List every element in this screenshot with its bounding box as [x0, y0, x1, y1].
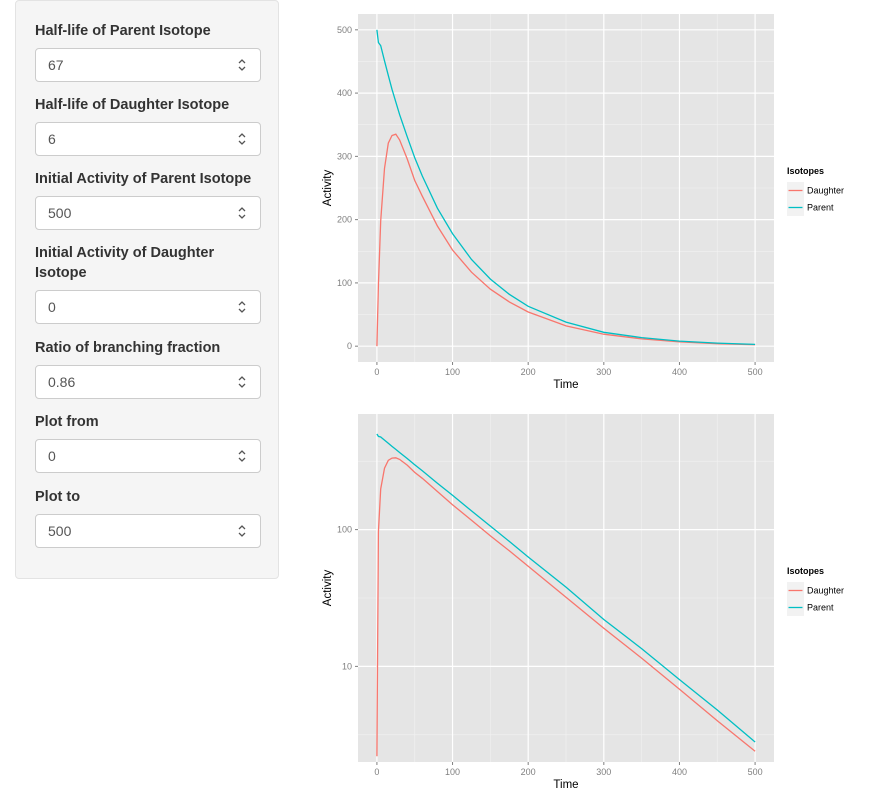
field-plot-to: Plot to 500: [35, 487, 261, 548]
x-tick-label: 500: [748, 767, 763, 777]
legend: Isotopes Daughter Parent: [787, 566, 844, 616]
x-tick-label: 300: [596, 767, 611, 777]
legend-label: Parent: [807, 203, 834, 213]
input-value: 500: [48, 205, 72, 221]
legend-label: Daughter: [807, 586, 844, 596]
field-label: Initial Activity of Daughter Isotope: [35, 245, 215, 281]
x-axis-label: Time: [553, 379, 578, 391]
x-tick-label: 300: [596, 367, 611, 377]
x-tick-label: 400: [672, 767, 687, 777]
x-tick-label: 200: [521, 367, 536, 377]
x-tick-label: 400: [672, 367, 687, 377]
field-parent-initial-activity: Initial Activity of Parent Isotope 500: [35, 169, 261, 230]
spinner-icon[interactable]: [238, 375, 246, 389]
series-line-parent: [376, 433, 756, 743]
field-plot-from: Plot from 0: [35, 412, 261, 473]
input-value: 67: [48, 57, 64, 73]
y-axis-label: Activity: [322, 170, 334, 207]
plots-area: 0 100 200 300 400 500 0 100 200 300 400 500 Time Acti…: [300, 0, 889, 800]
series-line-daughter: [376, 133, 756, 347]
spinner-icon[interactable]: [238, 132, 246, 146]
legend-label: Daughter: [807, 186, 844, 196]
input-value: 6: [48, 131, 56, 147]
series-line-daughter: [376, 457, 756, 757]
y-tick-label: 0: [347, 341, 352, 351]
spinner-icon[interactable]: [238, 300, 246, 314]
legend-title: Isotopes: [787, 566, 824, 576]
plot-to-input[interactable]: 500: [35, 514, 261, 548]
y-tick-label: 100: [337, 525, 352, 535]
y-tick-label: 200: [337, 215, 352, 225]
x-tick-label: 500: [748, 367, 763, 377]
input-value: 500: [48, 523, 72, 539]
spinner-icon[interactable]: [238, 206, 246, 220]
legend: Isotopes Daughter Parent: [787, 166, 844, 216]
field-daughter-initial-activity: Initial Activity of Daughter Isotope 0: [35, 243, 261, 324]
field-label: Plot to: [35, 489, 81, 505]
y-tick-label: 10: [342, 661, 352, 671]
legend-label: Parent: [807, 603, 834, 613]
input-value: 0: [48, 299, 56, 315]
x-tick-label: 100: [445, 367, 460, 377]
field-label: Half-life of Parent Isotope: [35, 23, 211, 39]
y-tick-label: 400: [337, 88, 352, 98]
x-tick-label: 200: [521, 767, 536, 777]
x-tick-label: 0: [374, 367, 379, 377]
daughter-initial-activity-input[interactable]: 0: [35, 290, 261, 324]
parent-half-life-input[interactable]: 67: [35, 48, 261, 82]
field-label: Half-life of Daughter Isotope: [35, 97, 230, 113]
x-tick-label: 100: [445, 767, 460, 777]
spinner-icon[interactable]: [238, 58, 246, 72]
branching-ratio-input[interactable]: 0.86: [35, 365, 261, 399]
series-line-parent: [376, 29, 756, 346]
y-axis-label: Activity: [322, 570, 334, 607]
field-daughter-half-life: Half-life of Daughter Isotope 6: [35, 95, 261, 156]
input-value: 0.86: [48, 374, 76, 390]
y-tick-label: 500: [337, 25, 352, 35]
log-activity-chart: 0 100 200 300 400 500 10 100 Time Activity Isotope…: [322, 414, 844, 791]
linear-activity-chart: 0 100 200 300 400 500 0 100 200 300 400 500 Time Acti…: [322, 14, 844, 391]
spinner-icon[interactable]: [238, 524, 246, 538]
input-panel: Half-life of Parent Isotope 67 Half-life…: [15, 0, 279, 579]
parent-initial-activity-input[interactable]: 500: [35, 196, 261, 230]
field-parent-half-life: Half-life of Parent Isotope 67: [35, 21, 261, 82]
y-tick-label: 100: [337, 278, 352, 288]
x-axis-label: Time: [553, 779, 578, 791]
legend-title: Isotopes: [787, 166, 824, 176]
field-label: Initial Activity of Parent Isotope: [35, 171, 252, 187]
spinner-icon[interactable]: [238, 449, 246, 463]
input-value: 0: [48, 448, 56, 464]
field-label: Ratio of branching fraction: [35, 340, 221, 356]
field-label: Plot from: [35, 414, 99, 430]
plot-from-input[interactable]: 0: [35, 439, 261, 473]
y-tick-label: 300: [337, 151, 352, 161]
field-branching-ratio: Ratio of branching fraction 0.86: [35, 338, 261, 399]
x-tick-label: 0: [374, 767, 379, 777]
daughter-half-life-input[interactable]: 6: [35, 122, 261, 156]
